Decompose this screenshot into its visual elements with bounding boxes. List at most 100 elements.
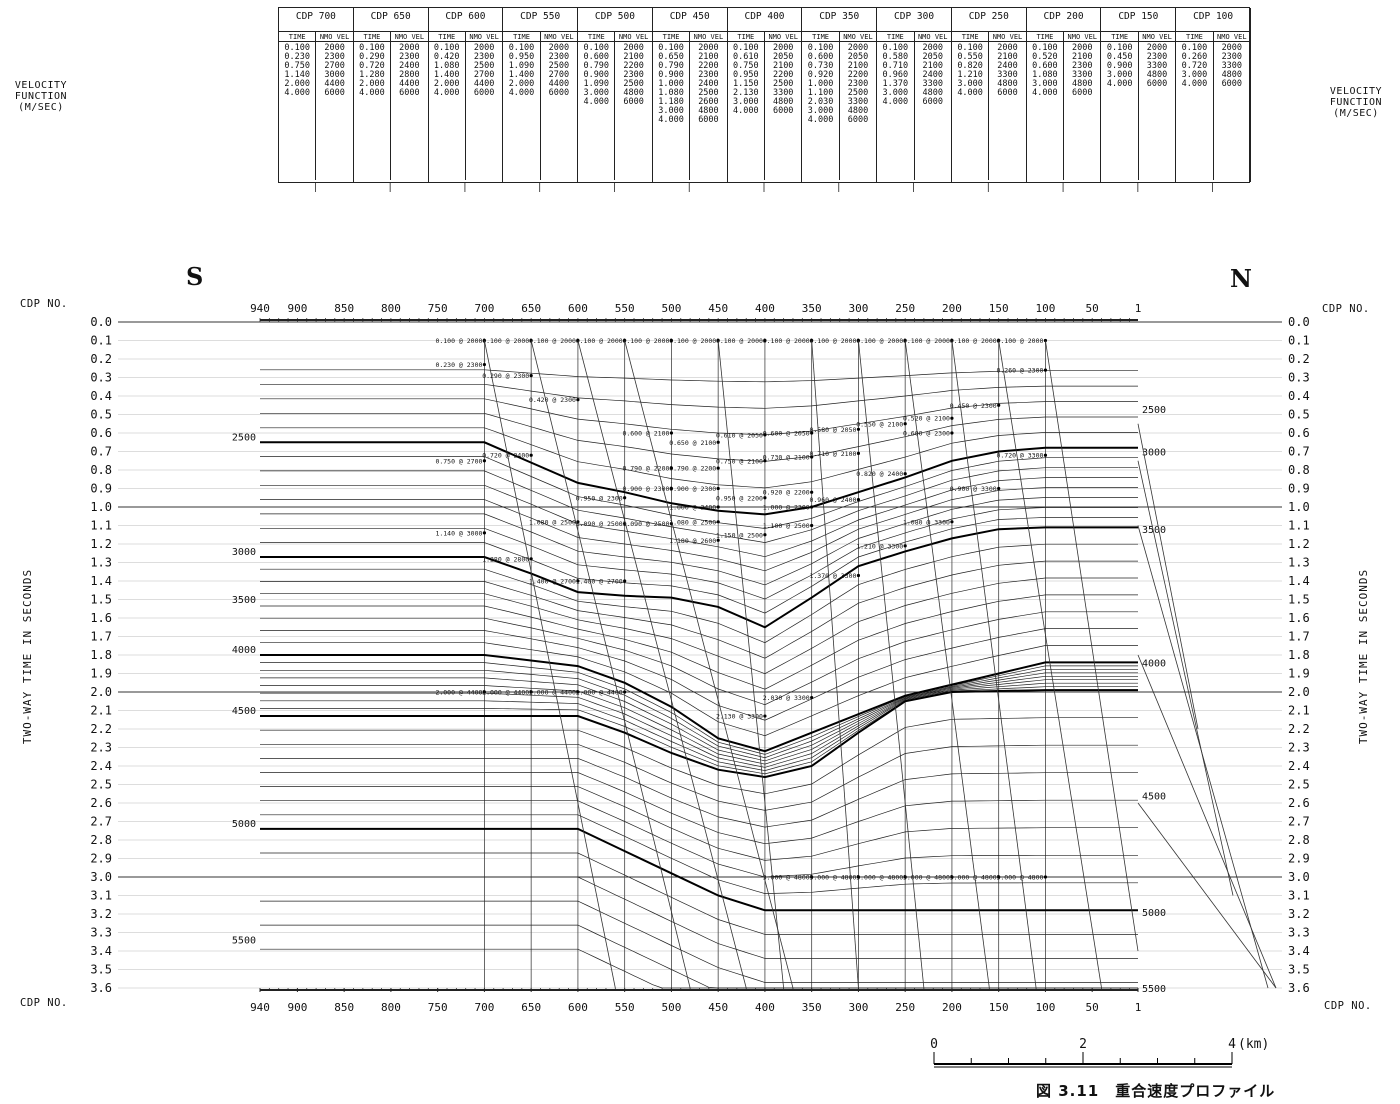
table-body: 0.100 0.600 0.730 0.920 1.000 1.100 2.030 3.000… [802, 42, 876, 180]
velocity-values: 2000 2300 2500 2700 4400 6000 [541, 42, 577, 180]
x-tick-label-bottom: 150 [989, 1001, 1009, 1014]
table-cell: 2000 [1146, 43, 1168, 53]
scale-bar-label: 4 [1228, 1037, 1236, 1052]
y-tick-label-right: 0.3 [1288, 371, 1310, 385]
table-cell: 4800 [698, 106, 719, 116]
thin-contour [260, 876, 1138, 959]
x-tick-label-bottom: 600 [568, 1001, 588, 1014]
x-tick-label-top: 750 [428, 302, 448, 315]
velocity-pick-label: 1.080 @ 2500 [669, 518, 716, 526]
bold-contour [260, 654, 1138, 753]
y-tick-label-left: 2.0 [90, 685, 112, 699]
velocity-pick-label: 2.000 @ 4400 [529, 689, 576, 697]
thin-contour [260, 772, 1138, 845]
y-tick-label-left: 0.1 [90, 334, 112, 348]
velocity-pick-point [810, 875, 814, 879]
velocity-pick-label: 0.450 @ 2300 [950, 402, 997, 410]
time-values: 0.100 0.290 0.720 1.280 2.000 4.000 [354, 42, 392, 180]
contour-level-right: 5000 [1142, 908, 1166, 919]
velocity-pick-label: 3.000 @ 4800 [950, 874, 997, 882]
x-tick-label-bottom: 550 [615, 1001, 635, 1014]
velocity-pick-point [716, 505, 720, 509]
x-tick-label-top: 300 [848, 302, 868, 315]
velocity-pick-point [763, 533, 767, 537]
table-cell: 6000 [847, 115, 869, 125]
velocity-pick-label: 2.000 @ 4400 [576, 689, 623, 697]
table-cell: 2200 [772, 70, 794, 80]
table-cell: 0.100 [882, 43, 909, 53]
table-cell: 3300 [1221, 61, 1243, 71]
table-cell: 2.000 [284, 79, 310, 89]
table-body: 0.100 0.550 0.820 1.210 3.000 4.000 2000 2100 24… [952, 42, 1026, 180]
velocity-pick-point [763, 496, 767, 500]
velocity-pick-label: 2.000 @ 4400 [482, 689, 529, 697]
table-cell: 6000 [1221, 79, 1243, 89]
velocity-pick-label: 0.290 @ 2300 [482, 372, 529, 380]
raypath-line [1045, 340, 1139, 952]
velocity-pick-label: 0.730 @ 2100 [763, 454, 810, 462]
x-tick-label-bottom: 1 [1135, 1001, 1142, 1014]
time-values: 0.100 0.520 0.600 1.080 3.000 4.000 [1027, 42, 1065, 180]
table-cell: 3.000 [733, 97, 759, 107]
table-cell: 0.580 [882, 52, 909, 62]
y-tick-label-right: 1.7 [1288, 630, 1310, 644]
y-tick-label-right: 0.8 [1288, 463, 1310, 477]
scale-bar-label: 2 [1079, 1037, 1087, 1052]
y-tick-label-left: 3.1 [90, 889, 112, 903]
y-tick-label-right: 2.7 [1288, 815, 1310, 829]
table-cell: 4.000 [957, 88, 983, 98]
raypath-line [484, 340, 616, 989]
table-cell: 2600 [698, 97, 719, 107]
table-cell: 4.000 [658, 115, 684, 125]
y-tick-label-right: 0.1 [1288, 334, 1310, 348]
table-cell: 3000 [324, 70, 345, 80]
bold-contour [260, 689, 1138, 779]
raypath-line [951, 340, 1037, 989]
velocity-pick-label: 1.000 @ 2300 [763, 504, 810, 512]
table-cell: 4.000 [508, 88, 535, 98]
table-cell: 0.420 [433, 52, 460, 62]
table-column-header: CDP 200 [1026, 8, 1101, 32]
nmo-vel-header: NMO VEL [469, 33, 499, 41]
table-column-header: CDP 700 [279, 8, 353, 32]
table-cell: 2.000 [508, 79, 535, 89]
table-cell: 4.000 [1181, 79, 1208, 89]
velocity-pick-point [997, 875, 1001, 879]
table-cell: 4400 [324, 79, 345, 89]
table-cell: 1.400 [433, 70, 460, 80]
nmo-vel-header: NMO VEL [843, 33, 873, 41]
velocity-pick-point [810, 490, 814, 494]
velocity-pick-label: 0.900 @ 3300 [950, 485, 997, 493]
velocity-pick-label: 1.150 @ 2500 [716, 531, 763, 539]
y-tick-label-right: 1.1 [1288, 519, 1310, 533]
x-tick-label-top: 940 [250, 302, 270, 315]
table-cell: 2300 [1221, 52, 1243, 62]
table-cell: 2050 [922, 52, 943, 62]
y-tick-label-right: 1.8 [1288, 648, 1310, 662]
velocity-pick-label: 1.400 @ 2700 [576, 578, 623, 586]
table-column-cdp-400: CDP 400 TIME NMO VEL 0.100 0.610 0.750 0.950 1.… [727, 8, 803, 182]
table-cell: 2800 [399, 70, 420, 80]
table-column-header: CDP 600 [428, 8, 503, 32]
velocity-pick-label: 1.280 @ 2800 [482, 555, 529, 563]
table-cell: 0.100 [1181, 43, 1208, 53]
velocity-pick-label: 0.100 @ 2000 [576, 337, 623, 345]
contour-level-right: 3500 [1142, 525, 1166, 536]
velocity-pick-point [576, 520, 580, 524]
velocity-pick-point [810, 431, 814, 435]
y-tick-label-left: 1.1 [90, 519, 112, 533]
table-subheader: TIME NMO VEL [428, 32, 503, 42]
table-cell: 1.400 [508, 70, 535, 80]
velocity-pick-label: 0.950 @ 2200 [716, 494, 763, 502]
table-subheader: TIME NMO VEL [353, 32, 428, 42]
table-cell: 3.000 [1032, 79, 1058, 89]
table-cell: 2400 [997, 61, 1018, 71]
velocity-pick-point [763, 338, 767, 343]
y-tick-label-right: 1.3 [1288, 556, 1310, 570]
x-tick-label-bottom: 500 [661, 1001, 681, 1014]
velocity-pick-label: 3.000 @ 4800 [996, 874, 1043, 882]
table-cell: 2700 [473, 70, 495, 80]
velocity-values: 2000 2100 2200 2300 2400 2500 2600 4800 6000 [690, 42, 726, 180]
table-cell: 2100 [847, 61, 869, 71]
table-cell: 0.100 [658, 43, 684, 53]
